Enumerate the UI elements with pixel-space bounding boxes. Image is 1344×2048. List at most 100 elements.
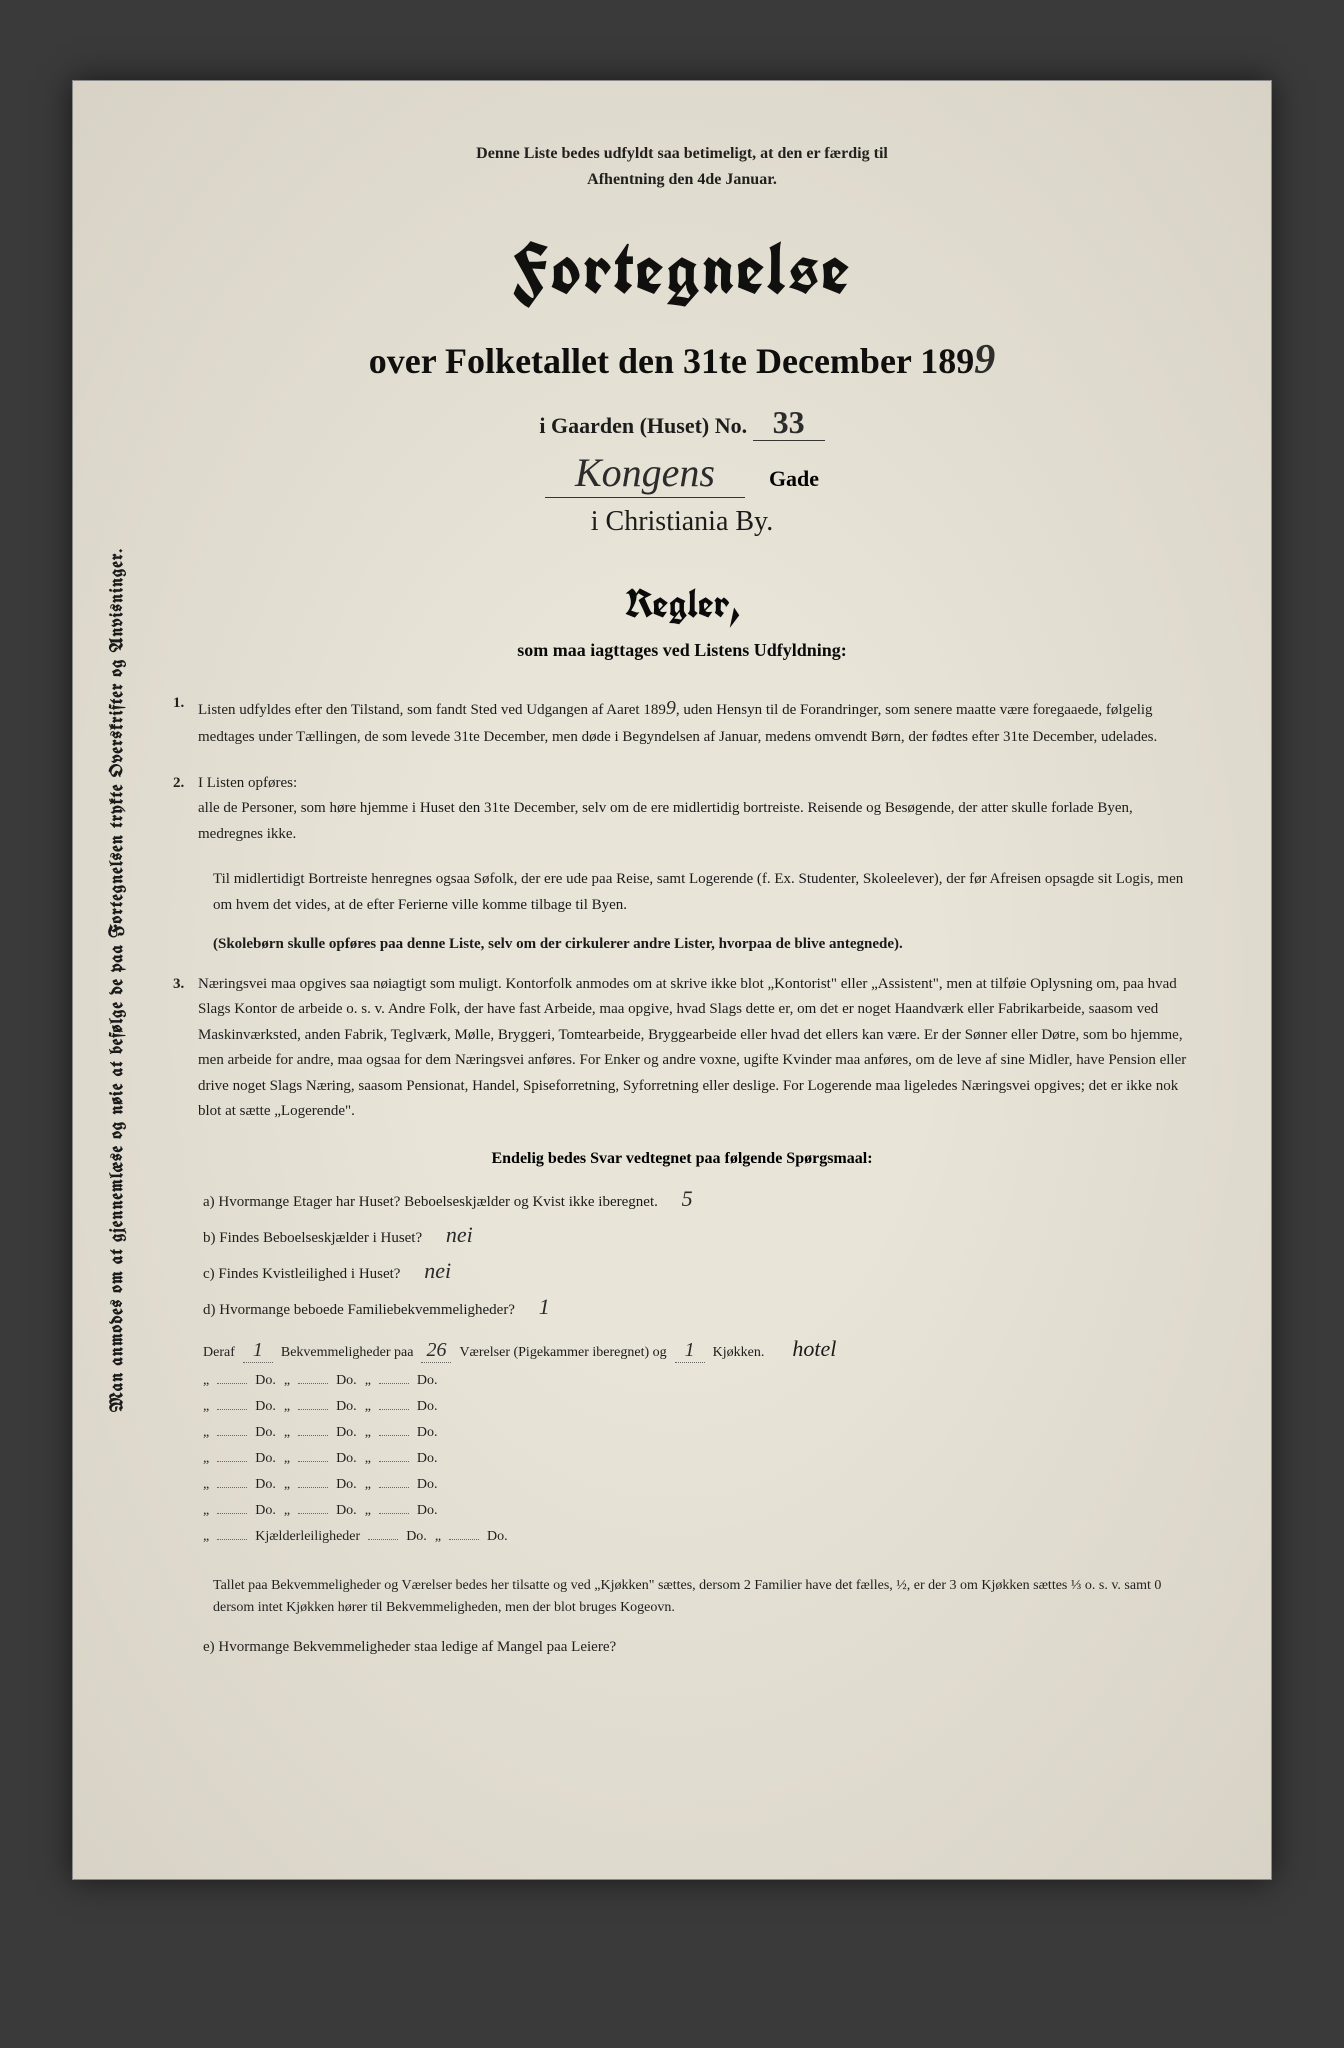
title-main: Fortegnelse <box>173 222 1191 316</box>
rule-2-a: I Listen opføres: <box>198 771 1191 797</box>
do-2: Do. <box>336 1399 357 1415</box>
slot <box>298 1383 328 1384</box>
rule-1-text-a: Listen udfyldes efter den Tilstand, som … <box>198 702 666 718</box>
ditto-3: „ <box>365 1425 371 1441</box>
ditto-2: „ <box>284 1503 290 1519</box>
question-e: e) Hvormange Bekvemmeligheder staa ledig… <box>203 1639 1191 1656</box>
grid-row-ditto: „ Do. „ Do. „ Do. <box>203 1451 1191 1467</box>
grid-row-first: Deraf 1 Bekvemmeligheder paa 26 Værelser… <box>203 1336 1191 1363</box>
do-1: Do. <box>255 1373 276 1389</box>
rule-1-year: 9 <box>666 697 676 719</box>
qb-label: b) Findes Beboelseskjælder i Huset? <box>203 1230 422 1246</box>
do-2: Do. <box>336 1503 357 1519</box>
slot <box>449 1539 479 1540</box>
do-3: Do. <box>417 1399 438 1415</box>
margin-vertical-text: Man anmodes om at gjennemlæse og nøie at… <box>108 548 127 1412</box>
deraf-label: Deraf <box>203 1345 235 1361</box>
slot <box>217 1435 247 1436</box>
title-sub: over Folketallet den 31te December 1899 <box>173 336 1191 384</box>
grid-row-ditto: „ Do. „ Do. „ Do. <box>203 1373 1191 1389</box>
do-2: Do. <box>336 1425 357 1441</box>
question-b: b) Findes Beboelseskjælder i Huset? nei <box>203 1222 1191 1248</box>
ditto-1: „ <box>203 1425 209 1441</box>
question-c: c) Findes Kvistleilighed i Huset? nei <box>203 1258 1191 1284</box>
ditto-2: „ <box>284 1425 290 1441</box>
grid-row-ditto: „ Do. „ Do. „ Do. <box>203 1503 1191 1519</box>
bekv-label: Bekvemmeligheder paa <box>281 1345 414 1361</box>
slot <box>379 1461 409 1462</box>
do-3: Do. <box>417 1373 438 1389</box>
ditto-1: „ <box>203 1503 209 1519</box>
do-1: Do. <box>255 1503 276 1519</box>
do-3: Do. <box>417 1503 438 1519</box>
slot <box>298 1435 328 1436</box>
question-a: a) Hvormange Etager har Huset? Beboelses… <box>203 1186 1191 1212</box>
ditto-3: „ <box>365 1477 371 1493</box>
title-sub-prefix: over Folketallet den 31te December 189 <box>369 341 975 381</box>
question-d: d) Hvormange beboede Familiebekvemmeligh… <box>203 1294 1191 1320</box>
year-handwritten: 9 <box>974 337 995 383</box>
qd-answer: 1 <box>539 1294 550 1319</box>
slot <box>217 1487 247 1488</box>
gaarden-line: i Gaarden (Huset) No. 33 <box>173 404 1191 441</box>
slot <box>298 1487 328 1488</box>
grid-row-kjeld: „ Kjælderleiligheder Do. „ Do. <box>203 1529 1191 1545</box>
ditto-1: „ <box>203 1451 209 1467</box>
ditto-3: „ <box>435 1529 441 1545</box>
grid-row-ditto: „ Do. „ Do. „ Do. <box>203 1425 1191 1441</box>
rules-title: Regler, <box>173 578 1191 630</box>
rule-1-body: Listen udfyldes efter den Tilstand, som … <box>198 691 1191 751</box>
city-line: i Christiania By. <box>173 506 1191 538</box>
slot <box>368 1539 398 1540</box>
ditto-3: „ <box>365 1399 371 1415</box>
ditto-1: „ <box>203 1399 209 1415</box>
kjok-label: Kjøkken. <box>713 1345 765 1361</box>
qb-answer: nei <box>446 1222 473 1247</box>
ditto-2: „ <box>284 1399 290 1415</box>
ditto-3: „ <box>365 1503 371 1519</box>
do-3: Do. <box>417 1425 438 1441</box>
grid-trail: hotel <box>792 1336 836 1362</box>
slot <box>379 1383 409 1384</box>
ditto-2: „ <box>284 1373 290 1389</box>
rule-2-d: (Skolebørn skulle opføres paa denne List… <box>213 932 1191 958</box>
do-2: Do. <box>336 1477 357 1493</box>
qc-label: c) Findes Kvistleilighed i Huset? <box>203 1266 400 1282</box>
slot <box>217 1409 247 1410</box>
do-1: Do. <box>255 1477 276 1493</box>
slot <box>217 1461 247 1462</box>
slot <box>379 1409 409 1410</box>
slot <box>379 1435 409 1436</box>
do-2: Do. <box>336 1373 357 1389</box>
bottom-note: Tallet paa Bekvemmeligheder og Værelser … <box>213 1575 1191 1620</box>
grid-row-ditto: „ Do. „ Do. „ Do. <box>203 1399 1191 1415</box>
do-3: Do. <box>417 1451 438 1467</box>
ditto-3: „ <box>365 1373 371 1389</box>
qa-answer: 5 <box>682 1186 693 1211</box>
accommodation-grid: Deraf 1 Bekvemmeligheder paa 26 Værelser… <box>203 1336 1191 1545</box>
slot <box>217 1513 247 1514</box>
do-2: Do. <box>406 1529 427 1545</box>
street-suffix: Gade <box>769 466 819 491</box>
grid-v3: 1 <box>675 1339 705 1363</box>
document-page: Man anmodes om at gjennemlæse og nøie at… <box>72 80 1272 1880</box>
rule-1: 1. Listen udfyldes efter den Tilstand, s… <box>173 691 1191 751</box>
ditto-2: „ <box>284 1477 290 1493</box>
vaer-label: Værelser (Pigekammer iberegnet) og <box>459 1345 666 1361</box>
slot <box>379 1487 409 1488</box>
qd-label: d) Hvormange beboede Familiebekvemmeligh… <box>203 1302 515 1318</box>
rule-3: 3. Næringsvei maa opgives saa nøiagtigt … <box>173 972 1191 1125</box>
top-note-line2: Afhentning den 4de Januar. <box>587 171 777 188</box>
slot <box>217 1383 247 1384</box>
do-1: Do. <box>255 1399 276 1415</box>
slot <box>298 1461 328 1462</box>
kjeld-label: Kjælderleiligheder <box>255 1529 360 1545</box>
ditto-1: „ <box>203 1373 209 1389</box>
top-instruction: Denne Liste bedes udfyldt saa betimeligt… <box>173 141 1191 192</box>
rule-1-num: 1. <box>173 691 198 751</box>
ditto-1: „ <box>203 1477 209 1493</box>
do-3: Do. <box>417 1477 438 1493</box>
do-3: Do. <box>487 1529 508 1545</box>
slot <box>379 1513 409 1514</box>
do-1: Do. <box>255 1451 276 1467</box>
